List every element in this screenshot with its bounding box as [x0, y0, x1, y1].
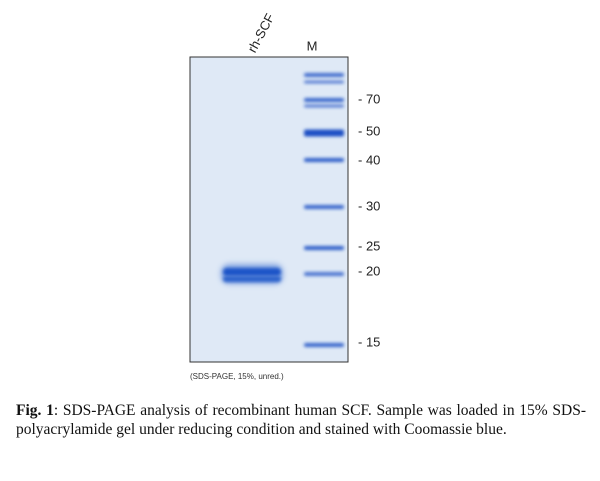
bands [221, 73, 344, 347]
marker-band [304, 272, 344, 276]
marker-label: - 15 [358, 334, 380, 349]
marker-label: - 25 [358, 238, 380, 253]
lane-label: M [307, 38, 318, 53]
marker-label: - 50 [358, 123, 380, 138]
gel-figure: M rh-SCF (SDS-PAGE, 15%, unred.) - 70 - 5… [189, 11, 380, 381]
marker-label: - 20 [358, 263, 380, 278]
sample-band [223, 276, 281, 282]
marker-label: - 40 [358, 152, 380, 167]
marker-band [304, 343, 344, 347]
lane-label: rh-SCF [244, 11, 277, 55]
caption: Fig. 1: SDS-PAGE analysis of recombinant… [16, 401, 586, 439]
marker-label: - 70 [358, 91, 380, 106]
marker-band [304, 98, 344, 102]
marker-band [304, 246, 344, 250]
gel [189, 56, 349, 363]
caption-label: Fig. 1 [16, 402, 54, 419]
gel-note: (SDS-PAGE, 15%, unred.) [190, 372, 284, 381]
marker-band [304, 73, 344, 77]
marker-band [304, 80, 344, 84]
marker-label: - 30 [358, 198, 380, 213]
marker-band [304, 158, 344, 162]
marker-band [304, 129, 344, 137]
marker-band [304, 104, 344, 108]
caption-text: : SDS-PAGE analysis of recombinant human… [16, 402, 586, 438]
marker-band [304, 205, 344, 209]
sample-band [223, 268, 281, 276]
